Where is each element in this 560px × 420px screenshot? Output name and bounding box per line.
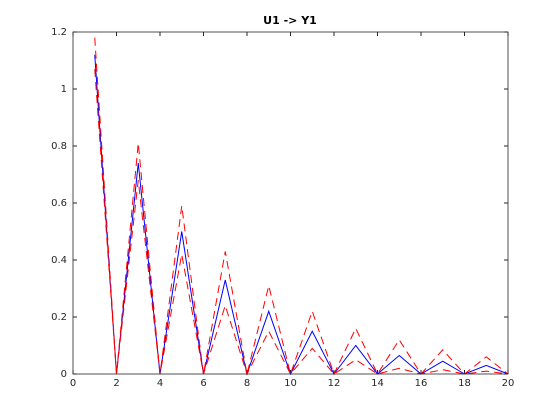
x-tick-label: 2: [113, 378, 119, 389]
x-tick-label: 4: [157, 378, 163, 389]
x-tick-label: 8: [244, 378, 250, 389]
y-tick-label: 0.2: [51, 312, 67, 323]
y-tick-label: 1: [61, 84, 67, 95]
x-tick-label: 10: [284, 378, 297, 389]
axes-box: [72, 31, 509, 375]
x-tick-label: 12: [328, 378, 341, 389]
y-tick-label: 1.2: [51, 27, 67, 38]
x-tick-label: 16: [415, 378, 428, 389]
y-tick-label: 0.4: [51, 255, 67, 266]
series-line: [94, 54, 509, 376]
series-line: [94, 69, 509, 376]
x-tick-label: 14: [371, 378, 384, 389]
chart-title: U1 -> Y1: [263, 14, 317, 27]
y-tick-label: 0.8: [51, 141, 67, 152]
x-tick-label: 20: [502, 378, 515, 389]
series-line: [94, 37, 509, 376]
x-tick-label: 6: [200, 378, 206, 389]
plot-area: [73, 32, 508, 374]
y-tick-label: 0: [61, 369, 67, 380]
y-tick-label: 0.6: [51, 198, 67, 209]
x-tick-label: 0: [70, 378, 76, 389]
x-tick-label: 18: [458, 378, 471, 389]
